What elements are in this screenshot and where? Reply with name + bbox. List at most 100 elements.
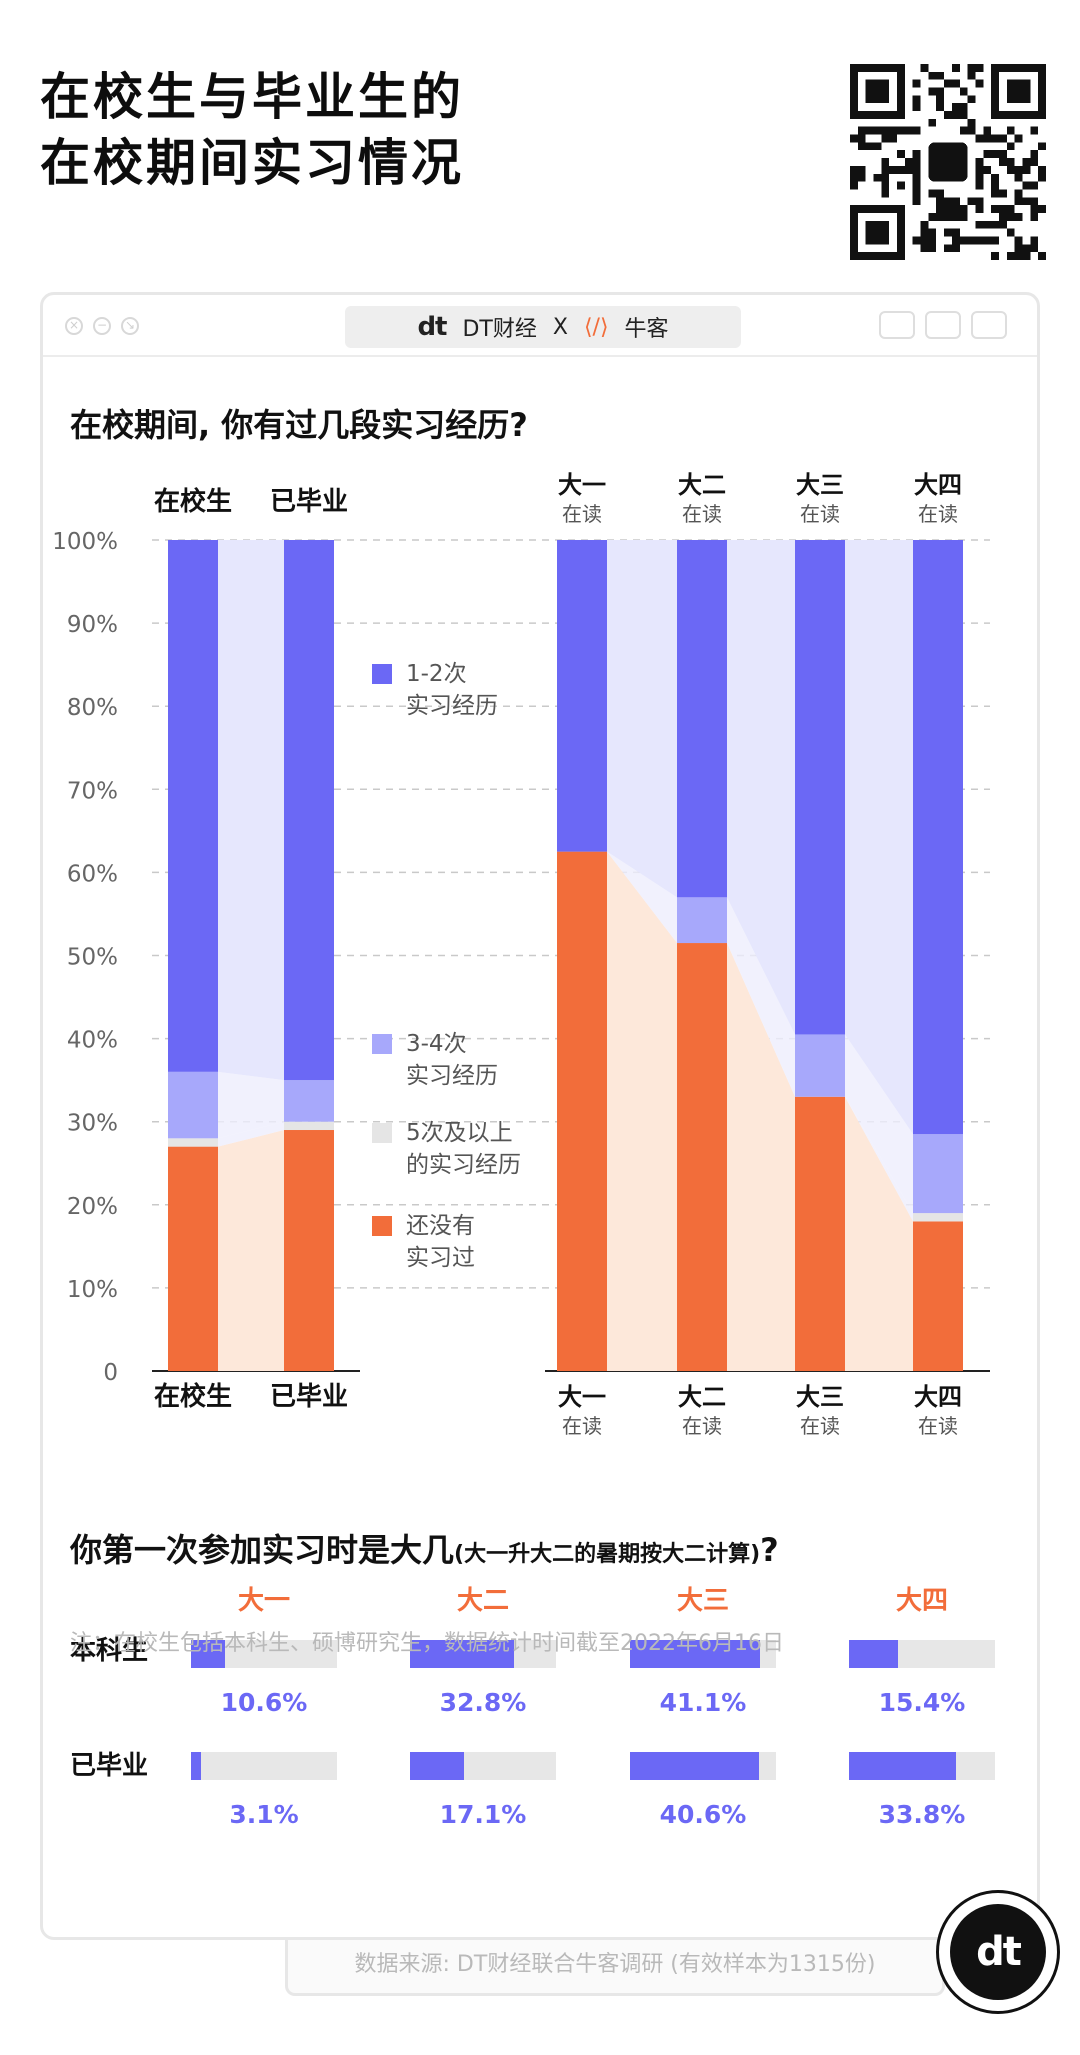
y-tick-label: 100%: [52, 529, 118, 555]
progress-value: 10.6%: [220, 1688, 308, 1717]
bar-right-3-none: [913, 1221, 963, 1371]
progress-fill: [191, 1752, 201, 1780]
legend-label: 1-2次 实习经历: [406, 658, 498, 722]
band-right-c34: [727, 897, 795, 1097]
legend-label-line: 5次及以上: [406, 1120, 513, 1146]
share-icon[interactable]: [925, 311, 961, 339]
column-header: 大一: [237, 1586, 290, 1616]
category-sub-bottom: 在读: [800, 1414, 840, 1438]
category-sub-top: 在读: [800, 502, 840, 526]
legend-swatch: [372, 1216, 392, 1236]
legend-label: 5次及以上 的实习经历: [406, 1117, 521, 1181]
progress-value: 33.8%: [878, 1800, 966, 1829]
category-label-top: 大三: [796, 471, 844, 499]
bar-right-2-c12: [795, 540, 845, 1035]
dt-badge-icon: dt: [936, 1890, 1060, 2014]
category-label-bottom: 已毕业: [270, 1382, 348, 1412]
title-line-1: 在校生与毕业生的: [40, 68, 464, 126]
brand-partner: 牛客: [624, 317, 669, 342]
band-right-c5: [845, 1096, 913, 1222]
legend-swatch: [372, 1034, 392, 1054]
category-label-top: 大二: [678, 471, 726, 499]
progress-bar: [849, 1752, 995, 1780]
category-label-top: 已毕业: [270, 487, 348, 517]
progress-fill: [410, 1640, 515, 1668]
legend-label-line: 实习经历: [406, 1063, 498, 1089]
copy-icon[interactable]: [971, 311, 1007, 339]
column-header: 大三: [676, 1586, 729, 1616]
stacked-bar-chart: 010%20%30%40%50%60%70%80%90%100%在校生在校生已毕…: [52, 471, 990, 1438]
bar-right-3-c34: [913, 1134, 963, 1214]
nowcoder-logo-icon: ⟨/⟩: [583, 314, 609, 340]
progress-value: 41.1%: [659, 1688, 747, 1717]
band-right-none: [727, 943, 795, 1371]
maximize-icon[interactable]: ↘: [121, 317, 139, 335]
progress-fill: [630, 1752, 759, 1780]
band-left-none: [218, 1130, 284, 1371]
progress-value: 17.1%: [439, 1800, 527, 1829]
legend-label-line: 3-4次: [406, 1031, 467, 1057]
bar-left-1-c12: [284, 540, 334, 1081]
progress-bar: [630, 1752, 776, 1780]
band-right-c12: [845, 540, 913, 1135]
bar-right-2-c34: [795, 1034, 845, 1097]
row-label: 已毕业: [70, 1751, 149, 1781]
y-tick-label: 20%: [67, 1194, 118, 1220]
legend-label: 3-4次实习经历: [406, 1028, 498, 1092]
bar-right-1-none: [677, 943, 727, 1371]
category-sub-top: 在读: [918, 502, 958, 526]
legend-item: 1-2次 实习经历: [372, 658, 498, 722]
question-2: 你第一次参加实习时是大几(大一升大二的暑期按大二计算)?: [70, 1525, 779, 1571]
y-tick-label: 40%: [67, 1028, 118, 1054]
brand-separator: X: [552, 314, 568, 340]
category-label-top: 大四: [914, 471, 962, 499]
progress-fill: [630, 1640, 761, 1668]
progress-bar: [410, 1640, 556, 1668]
category-label-bottom: 大一: [558, 1383, 606, 1411]
band-right-c34: [607, 851, 677, 944]
close-icon[interactable]: ×: [65, 317, 83, 335]
category-sub-top: 在读: [682, 502, 722, 526]
category-sub-top: 在读: [562, 502, 602, 526]
minimize-icon[interactable]: −: [93, 317, 111, 335]
category-label-bottom: 大三: [796, 1383, 844, 1411]
category-sub-bottom: 在读: [682, 1414, 722, 1438]
badge-text: dt: [950, 1904, 1046, 2000]
data-source: 数据来源: DT财经联合牛客调研 (有效样本为1315份): [285, 1940, 945, 1996]
band-right-c12: [727, 540, 795, 1035]
band-left-c5: [218, 1121, 284, 1147]
category-label-bottom: 在校生: [154, 1381, 232, 1412]
bar-left-1-none: [284, 1130, 334, 1371]
legend-item: 3-4次实习经历: [372, 1028, 498, 1092]
progress-bar: [630, 1640, 776, 1668]
legend-swatch: [372, 664, 392, 684]
band-left-c12: [218, 540, 284, 1081]
bar-left-1-c34: [284, 1080, 334, 1122]
window-title-bar: × − ↘ dt DT财经 X ⟨/⟩ 牛客: [43, 295, 1037, 357]
category-label-top: 大一: [558, 471, 606, 499]
question-2-main: 你第一次参加实习时是大几: [70, 1531, 455, 1569]
column-header: 大二: [456, 1586, 509, 1616]
bar-left-1-c5: [284, 1121, 334, 1131]
bar-right-3-c12: [913, 540, 963, 1135]
footnote: 注：在校生包括本科生、硕博研究生，数据统计时间截至2022年6月16日: [70, 1631, 784, 1656]
progress-fill: [849, 1752, 957, 1780]
bar-right-1-c12: [677, 540, 727, 898]
bar-left-0-c34: [168, 1071, 218, 1139]
band-right-c12: [607, 540, 677, 898]
category-label-bottom: 大二: [678, 1383, 726, 1411]
y-tick-label: 30%: [67, 1111, 118, 1137]
bar-left-0-c5: [168, 1138, 218, 1147]
bar-right-3-c5: [913, 1213, 963, 1222]
legend-label-line: 实习过: [406, 1245, 475, 1271]
bar-right-2-none: [795, 1096, 845, 1371]
progress-bar: [849, 1640, 995, 1668]
legend-label-line: 还没有: [406, 1213, 475, 1239]
legend-label-line: 1-2次: [406, 661, 467, 687]
bar-right-0-c12: [557, 540, 607, 852]
bar-left-0-c12: [168, 540, 218, 1072]
progress-fill: [849, 1640, 898, 1668]
qr-code-icon: [850, 64, 1046, 260]
record-icon[interactable]: [879, 311, 915, 339]
title-line-2: 在校期间实习情况: [40, 134, 464, 192]
